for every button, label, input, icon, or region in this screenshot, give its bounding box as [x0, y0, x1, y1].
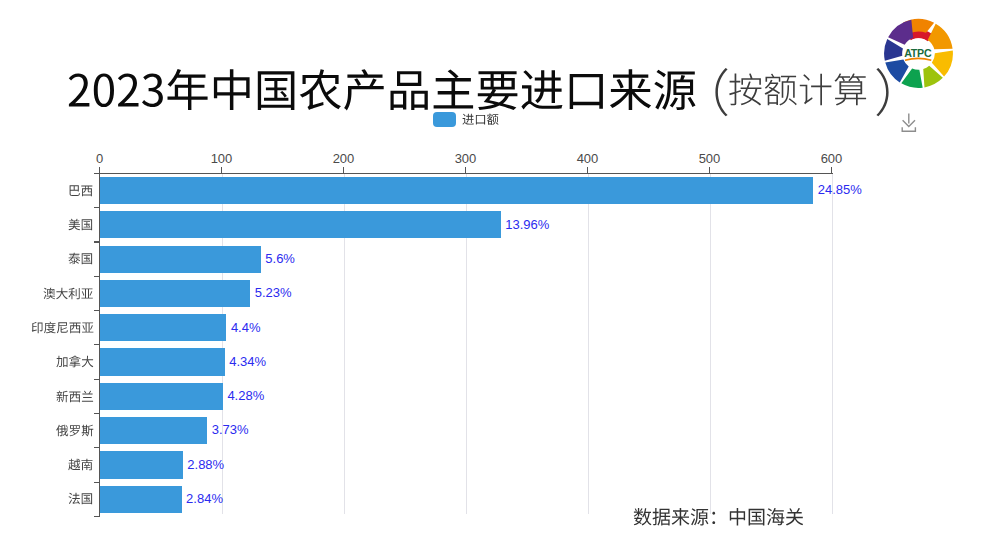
svg-text:ATPC: ATPC	[904, 47, 932, 59]
